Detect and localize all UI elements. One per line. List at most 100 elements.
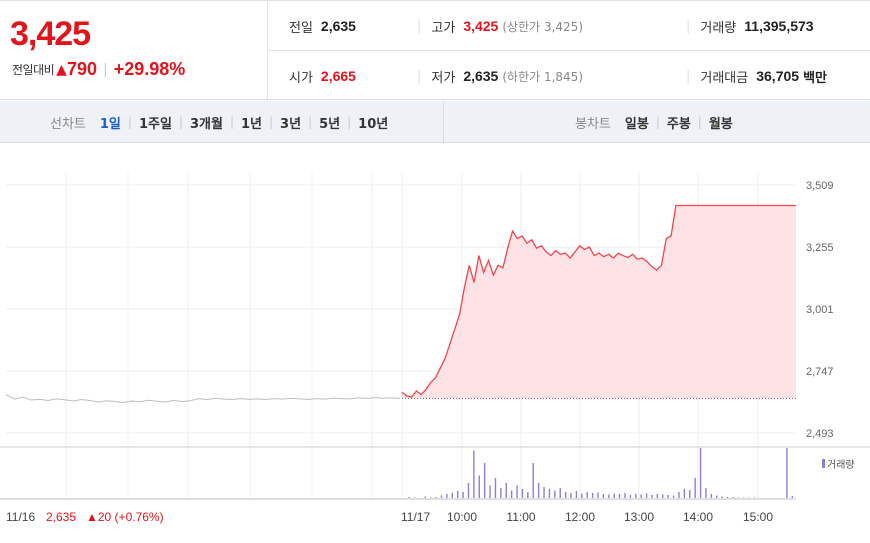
tab-1day[interactable]: 1일 — [99, 116, 121, 132]
volume-bar — [543, 487, 545, 498]
volume-bar — [532, 463, 534, 498]
volume-label: 거래량 — [700, 20, 737, 36]
x-tick-label: 11/17 — [401, 510, 430, 524]
low-cell: | 저가 2,635 (하한가 1,845) — [417, 51, 583, 101]
volume-bar — [591, 493, 594, 498]
y-tick-label: 2,747 — [806, 366, 834, 378]
y-axis: 3,509 3,255 3,001 2,747 2,493 — [806, 180, 834, 440]
trade-amount-unit: 백만 — [803, 70, 827, 86]
trade-amount-cell: | 거래대금 36,705 백만 — [686, 51, 827, 101]
tab-daily[interactable]: 일봉 — [624, 116, 649, 132]
current-price: 3,425 — [10, 15, 91, 53]
volume-bar — [721, 496, 723, 498]
tab-5year[interactable]: 5년 — [319, 116, 341, 132]
open-value: 2,665 — [320, 68, 356, 84]
tab-3month[interactable]: 3개월 — [189, 116, 223, 132]
tab-1year[interactable]: 1년 — [240, 116, 262, 132]
volume-bar — [521, 489, 524, 498]
volume-bar — [478, 475, 480, 498]
change-row: 전일대비 ▲ 790 | +29.98% — [12, 59, 185, 80]
volume-bar — [716, 495, 718, 498]
info-row-2: 시가 2,665 | 저가 2,635 (하한가 1,845) | 거래대금 3… — [269, 51, 870, 101]
quote-header: 3,425 전일대비 ▲ 790 | +29.98% 전일 2,635 | 고가… — [0, 0, 870, 101]
volume-bar — [710, 494, 713, 498]
volume-bar — [743, 497, 745, 498]
change-rate: +29.98% — [113, 59, 186, 79]
volume-bar — [527, 492, 529, 498]
volume-value: 11,395,573 — [744, 18, 814, 34]
volume-bar — [500, 488, 502, 498]
volume-bar — [575, 491, 578, 498]
volume-bar — [694, 478, 696, 498]
x-tick-label: 15:00 — [743, 510, 773, 524]
divider: | — [178, 115, 183, 129]
tab-3year[interactable]: 3년 — [280, 116, 302, 132]
volume-bar — [726, 497, 729, 498]
tab-1week[interactable]: 1주일 — [138, 116, 172, 132]
volume-bar — [602, 494, 605, 498]
open-label: 시가 — [289, 70, 313, 86]
volume-bar — [737, 497, 740, 498]
volume-bar — [581, 493, 583, 498]
line-chart-tabs: 선차트 1일 | 1주일 | 3개월 | 1년 | 3년 | 5년 | 10년 — [50, 101, 388, 143]
tab-10year[interactable]: 10년 — [358, 116, 389, 132]
volume-bar — [699, 448, 702, 498]
y-tick-label: 3,255 — [806, 242, 834, 254]
prev-close-label: 전일 — [289, 20, 313, 36]
divider: | — [697, 115, 702, 129]
volume-bar — [662, 494, 664, 498]
volume-bar — [413, 497, 416, 498]
trade-amount-label: 거래대금 — [700, 70, 749, 86]
candle-chart-title: 봉차트 — [575, 116, 611, 132]
legend-label: 거래량 — [827, 459, 855, 471]
candle-chart-tabs: 봉차트 일봉 | 주봉 | 월봉 — [575, 101, 733, 143]
volume-bar — [748, 497, 750, 498]
divider: | — [347, 115, 352, 129]
volume-bar — [537, 483, 540, 498]
volume-bar — [732, 497, 734, 498]
y-tick-label: 3,001 — [806, 304, 834, 316]
volume-bar — [554, 490, 556, 498]
volume-bar — [672, 495, 675, 498]
volume-bar — [505, 483, 507, 498]
lower-limit: (하한가 1,845) — [502, 69, 584, 84]
volume-bar — [424, 496, 426, 498]
divider: | — [308, 115, 313, 129]
divider: | — [686, 18, 691, 34]
today-series — [401, 204, 796, 399]
volume-bar — [640, 494, 642, 498]
volume-bar — [456, 491, 459, 498]
legend-swatch — [822, 459, 825, 468]
volume-bar — [656, 494, 659, 498]
tab-monthly[interactable]: 월봉 — [708, 116, 733, 132]
divider: | — [417, 68, 422, 84]
x-tick-label: 12:00 — [565, 510, 595, 524]
volume-bar — [597, 492, 599, 498]
volume-bar — [489, 485, 491, 498]
volume-bar — [408, 497, 410, 498]
divider: | — [655, 115, 660, 129]
divider: | — [686, 68, 691, 84]
line-chart-title: 선차트 — [50, 116, 86, 132]
volume-bar — [678, 492, 680, 498]
volume-bar — [791, 496, 794, 498]
volume-bar — [608, 494, 610, 498]
volume-bar — [483, 463, 486, 498]
volume-bar — [429, 497, 432, 498]
volume-bar — [564, 492, 567, 498]
volume-bar — [440, 495, 443, 498]
volume-bar — [613, 493, 615, 498]
chart-tabs: 선차트 1일 | 1주일 | 3개월 | 1년 | 3년 | 5년 | 10년 … — [0, 101, 870, 143]
volume-bar — [462, 492, 464, 498]
divider: | — [103, 61, 108, 78]
volume-bars — [408, 448, 794, 498]
price-chart: 3,509 3,255 3,001 2,747 2,493 11/17 10:00 11:0… — [0, 173, 870, 524]
high-label: 고가 — [431, 20, 456, 36]
tab-group-divider — [443, 101, 444, 143]
volume-bar — [645, 493, 648, 498]
tab-weekly[interactable]: 주봉 — [666, 116, 691, 132]
divider: | — [269, 115, 274, 129]
volume-bar — [548, 489, 551, 498]
volume-bar — [435, 497, 437, 498]
upper-limit: (상한가 3,425) — [502, 19, 584, 34]
